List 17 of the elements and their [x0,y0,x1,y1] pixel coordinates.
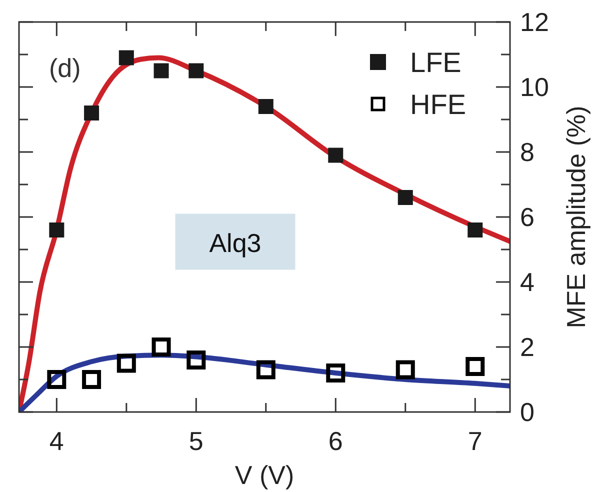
legend-label: HFE [410,89,466,120]
x-tick-label: 5 [188,426,204,456]
y-tick-label: 8 [520,137,534,167]
y-tick-label: 12 [520,7,549,37]
y-tick-label: 6 [520,202,534,232]
y-tick-label: 10 [520,72,549,102]
annotation: Alq3 [209,228,262,258]
x-tick-label: 4 [49,426,64,456]
x-axis-title: V (V) [234,460,294,490]
x-tick-label: 6 [328,426,343,456]
y-axis-title: MFE amplitude (%) [561,106,591,328]
x-tick-label: 7 [468,426,482,456]
legend-label: LFE [410,47,462,78]
y-tick-label: 2 [520,332,534,362]
y-tick-label: 0 [520,397,534,427]
y-tick-label: 4 [520,267,534,297]
annotation: (d) [49,53,81,83]
